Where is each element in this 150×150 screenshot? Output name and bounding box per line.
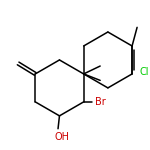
Text: OH: OH bbox=[55, 132, 70, 142]
Text: Br: Br bbox=[95, 97, 106, 107]
Text: Cl: Cl bbox=[139, 68, 149, 78]
